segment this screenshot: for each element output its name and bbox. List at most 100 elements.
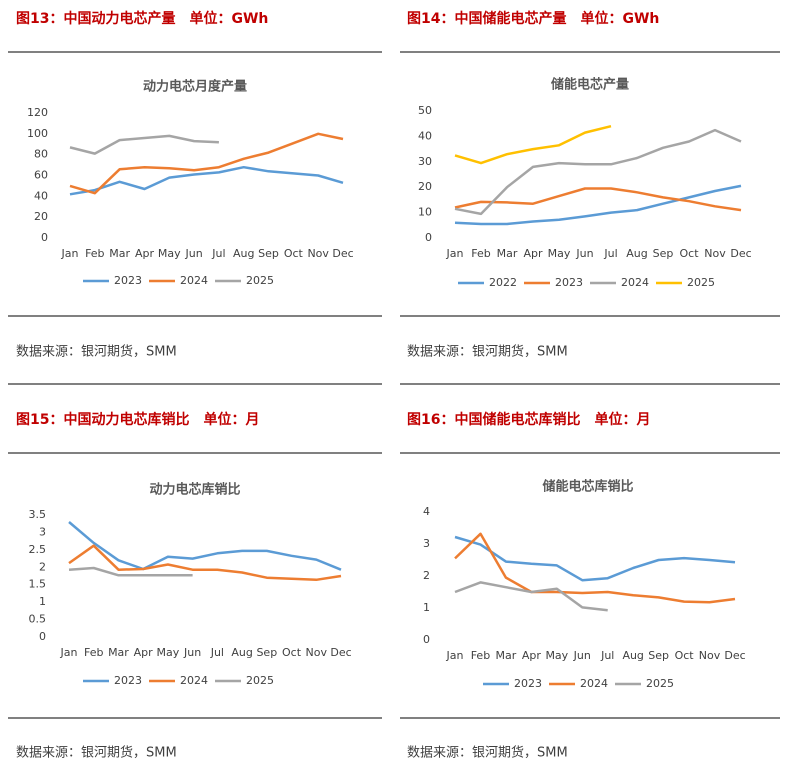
x-tick-label: Aug bbox=[231, 646, 252, 659]
legend-label: 2023 bbox=[114, 674, 142, 687]
x-tick-label: Dec bbox=[730, 247, 751, 260]
legend-label: 2024 bbox=[580, 677, 608, 690]
y-tick-label: 20 bbox=[418, 180, 432, 193]
x-tick-label: Mar bbox=[109, 247, 130, 260]
x-tick-label: May bbox=[158, 247, 181, 260]
y-tick-label: 30 bbox=[418, 155, 432, 168]
x-tick-label: Nov bbox=[699, 649, 721, 662]
series-line bbox=[69, 134, 219, 155]
x-tick-label: Oct bbox=[679, 247, 699, 260]
x-tick-label: May bbox=[545, 649, 568, 662]
x-tick-label: Jan bbox=[446, 247, 464, 260]
x-tick-label: Sep bbox=[653, 247, 674, 260]
legend-label: 2025 bbox=[246, 674, 274, 687]
x-tick-label: Jul bbox=[600, 649, 614, 662]
y-tick-label: 3 bbox=[39, 525, 46, 538]
legend-label: 2024 bbox=[180, 274, 208, 287]
x-tick-label: Feb bbox=[84, 646, 103, 659]
y-tick-label: 2 bbox=[39, 560, 46, 573]
source-note: 数据来源：银河期货，SMM bbox=[407, 745, 568, 761]
y-tick-label: 1 bbox=[423, 601, 430, 614]
x-tick-label: Aug bbox=[626, 247, 647, 260]
y-tick-label: 0 bbox=[425, 231, 432, 244]
x-tick-label: Mar bbox=[496, 649, 517, 662]
y-tick-label: 50 bbox=[418, 104, 432, 117]
y-tick-label: 120 bbox=[27, 106, 48, 119]
y-tick-label: 0 bbox=[423, 633, 430, 646]
x-tick-label: Jul bbox=[210, 646, 224, 659]
x-tick-label: Apr bbox=[135, 247, 155, 260]
x-tick-label: Jun bbox=[573, 649, 591, 662]
x-tick-label: Oct bbox=[282, 646, 302, 659]
series-line bbox=[69, 132, 344, 195]
x-tick-label: Dec bbox=[332, 247, 353, 260]
y-tick-label: 1.5 bbox=[29, 578, 47, 591]
series-line bbox=[454, 187, 742, 212]
x-tick-label: Apr bbox=[134, 646, 154, 659]
legend-label: 2024 bbox=[180, 674, 208, 687]
chart-title: 动力电芯库销比 bbox=[149, 482, 240, 498]
series-line bbox=[454, 128, 742, 216]
series-line bbox=[69, 165, 344, 196]
x-tick-label: Aug bbox=[622, 649, 643, 662]
legend-label: 2025 bbox=[687, 276, 715, 289]
y-tick-label: 4 bbox=[423, 505, 430, 518]
source-note: 数据来源：银河期货，SMM bbox=[16, 745, 177, 761]
x-tick-label: Jul bbox=[603, 247, 617, 260]
figure-title: 图15：中国动力电芯库销比 单位：月 bbox=[16, 411, 259, 428]
x-tick-label: Nov bbox=[306, 646, 328, 659]
x-tick-label: Apr bbox=[523, 247, 543, 260]
x-tick-label: Sep bbox=[258, 247, 279, 260]
source-note: 数据来源：银河期货，SMM bbox=[407, 344, 568, 360]
series-line bbox=[68, 544, 342, 582]
y-tick-label: 80 bbox=[34, 148, 48, 161]
legend-label: 2024 bbox=[621, 276, 649, 289]
x-tick-label: Jan bbox=[60, 646, 78, 659]
x-tick-label: Jun bbox=[184, 247, 202, 260]
y-tick-label: 40 bbox=[418, 129, 432, 142]
x-tick-label: Feb bbox=[85, 247, 104, 260]
y-tick-label: 60 bbox=[34, 169, 48, 182]
chart-title: 储能电芯产量 bbox=[550, 77, 629, 93]
x-tick-label: Apr bbox=[522, 649, 542, 662]
x-tick-label: Sep bbox=[256, 646, 277, 659]
series-line bbox=[454, 581, 608, 612]
x-tick-label: Nov bbox=[704, 247, 726, 260]
y-tick-label: 1 bbox=[39, 595, 46, 608]
legend-label: 2023 bbox=[514, 677, 542, 690]
series-line bbox=[454, 124, 612, 165]
x-tick-label: Feb bbox=[471, 649, 490, 662]
series-line bbox=[68, 521, 342, 571]
series-line bbox=[68, 566, 193, 577]
x-tick-label: Nov bbox=[307, 247, 329, 260]
x-tick-label: Jan bbox=[61, 247, 79, 260]
y-tick-label: 0 bbox=[41, 231, 48, 244]
x-tick-label: Jul bbox=[211, 247, 225, 260]
series-line bbox=[454, 532, 736, 604]
series-line bbox=[454, 184, 742, 226]
y-tick-label: 10 bbox=[418, 206, 432, 219]
x-tick-label: Aug bbox=[233, 247, 254, 260]
legend-label: 2023 bbox=[555, 276, 583, 289]
legend-label: 2022 bbox=[489, 276, 517, 289]
x-tick-label: Jun bbox=[183, 646, 201, 659]
legend-label: 2025 bbox=[646, 677, 674, 690]
x-tick-label: Sep bbox=[648, 649, 669, 662]
y-tick-label: 3 bbox=[423, 537, 430, 550]
x-tick-label: May bbox=[157, 646, 180, 659]
figure-title: 图14：中国储能电芯产量 单位：GWh bbox=[407, 10, 659, 27]
y-tick-label: 2 bbox=[423, 569, 430, 582]
y-tick-label: 0.5 bbox=[29, 613, 47, 626]
y-tick-label: 2.5 bbox=[29, 543, 47, 556]
y-tick-label: 0 bbox=[39, 630, 46, 643]
legend-label: 2025 bbox=[246, 274, 274, 287]
x-tick-label: Dec bbox=[724, 649, 745, 662]
figure-title: 图16：中国储能电芯库销比 单位：月 bbox=[407, 411, 650, 428]
y-tick-label: 3.5 bbox=[29, 508, 47, 521]
x-tick-label: Mar bbox=[108, 646, 129, 659]
x-tick-label: May bbox=[548, 247, 571, 260]
figure-title: 图13：中国动力电芯产量 单位：GWh bbox=[16, 10, 268, 27]
x-tick-label: Jun bbox=[575, 247, 593, 260]
y-tick-label: 20 bbox=[34, 210, 48, 223]
